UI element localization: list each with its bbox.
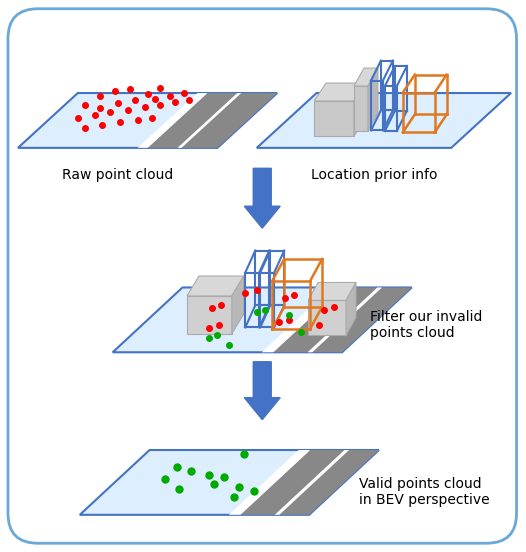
- Polygon shape: [354, 86, 368, 131]
- Polygon shape: [262, 288, 343, 352]
- Polygon shape: [113, 288, 412, 352]
- FancyArrow shape: [244, 168, 280, 228]
- FancyArrow shape: [244, 362, 280, 420]
- Text: Raw point cloud: Raw point cloud: [62, 168, 173, 182]
- Polygon shape: [346, 283, 356, 335]
- Text: Location prior info: Location prior info: [311, 168, 437, 182]
- Polygon shape: [308, 300, 346, 335]
- Polygon shape: [80, 450, 379, 515]
- Text: Filter our invalid
points cloud: Filter our invalid points cloud: [370, 310, 482, 340]
- Polygon shape: [229, 450, 310, 515]
- Polygon shape: [240, 450, 379, 515]
- Polygon shape: [177, 93, 241, 148]
- Polygon shape: [314, 83, 366, 101]
- FancyBboxPatch shape: [8, 9, 517, 543]
- Text: Valid points cloud
in BEV perspective: Valid points cloud in BEV perspective: [359, 477, 490, 507]
- Polygon shape: [275, 450, 349, 515]
- Polygon shape: [187, 276, 244, 296]
- Polygon shape: [232, 276, 244, 334]
- Polygon shape: [308, 283, 356, 300]
- Polygon shape: [273, 288, 412, 352]
- Polygon shape: [308, 288, 382, 352]
- Polygon shape: [148, 93, 277, 148]
- Polygon shape: [368, 68, 378, 131]
- Polygon shape: [138, 93, 207, 148]
- Polygon shape: [354, 83, 366, 136]
- Polygon shape: [314, 101, 354, 136]
- Polygon shape: [18, 93, 277, 148]
- Polygon shape: [257, 93, 511, 148]
- Polygon shape: [187, 296, 232, 334]
- Polygon shape: [354, 68, 378, 86]
